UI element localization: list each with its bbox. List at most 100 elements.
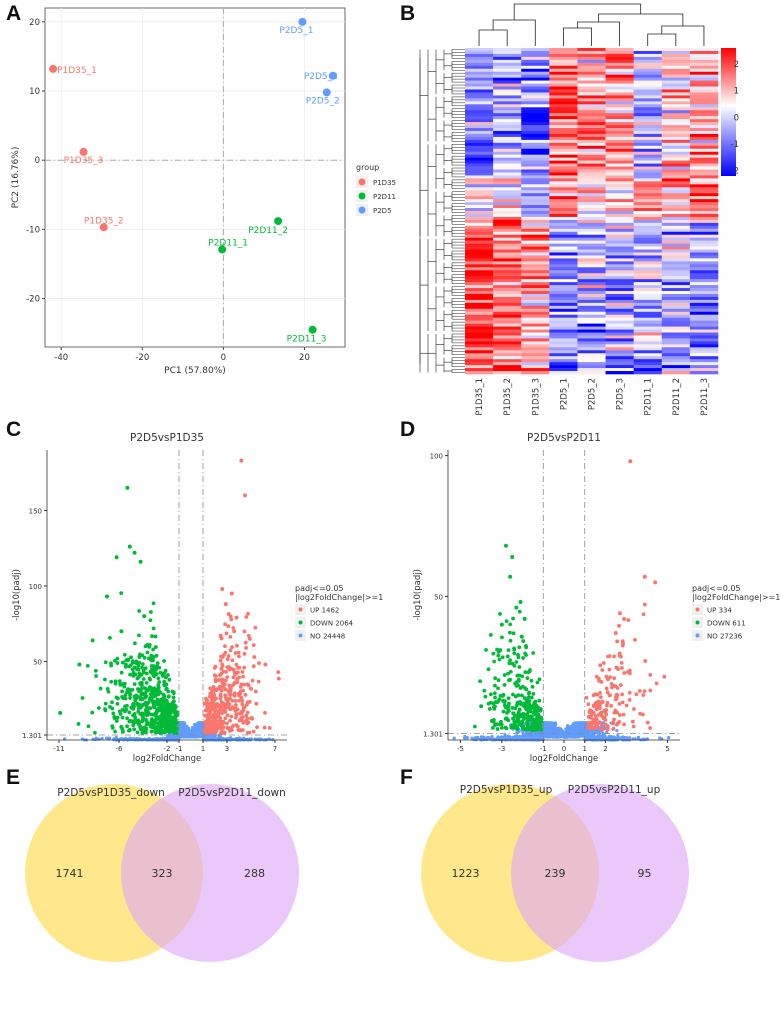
heatmap-cell [605, 139, 634, 144]
volcano1-point-up [233, 708, 238, 713]
heatmap-cell [521, 56, 550, 61]
volcano1-point-up [248, 686, 253, 691]
heatmap-cell [633, 240, 663, 244]
heatmap-cell [689, 264, 719, 268]
heatmap-cell [661, 148, 691, 153]
volcano1-point-down [162, 723, 166, 727]
heatmap-cell [549, 89, 578, 93]
heatmap-cell [521, 71, 550, 75]
volcano1-point-up [230, 698, 235, 703]
heatmap-cell [465, 240, 494, 244]
volcano2-point-no [537, 736, 541, 740]
heatmap-cell [689, 110, 719, 114]
volcano1-point-down [114, 555, 119, 560]
heatmap-cell [465, 139, 494, 144]
heatmap-cell [633, 211, 663, 215]
heatmap-cell [633, 125, 663, 129]
heatmap-cell [689, 293, 719, 298]
volcano1-point-down [145, 650, 150, 655]
volcano1-point-no [268, 737, 272, 741]
volcano1-point-no [161, 736, 165, 740]
heatmap-cell [549, 145, 578, 150]
heatmap-cell [661, 270, 691, 274]
volcano1-point-down [141, 702, 146, 707]
heatmap-cell [465, 116, 494, 120]
heatmap-cell [577, 98, 606, 102]
heatmap-cell [465, 222, 494, 227]
volcano1-point-up [216, 678, 221, 682]
heatmap-cell [549, 231, 578, 236]
heatmap-cell [493, 148, 522, 153]
heatmap-cell [605, 148, 634, 153]
heatmap-cell [633, 89, 663, 93]
heatmap-cell [465, 48, 494, 52]
heatmap-cell [577, 350, 606, 354]
heatmap-cell [661, 202, 691, 206]
heatmap-cell [521, 314, 550, 318]
heatmap-cell [689, 172, 719, 176]
volcano1-point-down [94, 674, 98, 678]
heatmap-cell [633, 107, 663, 111]
heatmap-cell [465, 157, 494, 161]
heatmap-cell [465, 59, 494, 64]
heatmap-cell [689, 119, 719, 123]
heatmap-cell [577, 95, 606, 99]
heatmap-cell [605, 246, 634, 250]
volcano1-point-down [125, 485, 130, 490]
heatmap-cell [465, 285, 494, 289]
pca-point-label: P1D35_1 [57, 66, 97, 76]
heatmap-cell [465, 160, 494, 164]
heatmap-cell [493, 175, 522, 179]
heatmap-cell [661, 246, 691, 250]
volcano2-point-no [550, 726, 554, 730]
heatmap-cell [549, 249, 578, 253]
heatmap-cell [633, 323, 663, 327]
pca-point-label: P2D11_2 [248, 226, 288, 236]
heatmap-cell [689, 160, 719, 164]
heatmap-cell [521, 151, 550, 155]
heatmap-cell [633, 128, 663, 132]
heatmap-cell [661, 107, 691, 111]
heatmap-cell [493, 208, 522, 212]
volcano1-point-down [108, 636, 112, 640]
heatmap-cell [633, 291, 663, 295]
heatmap-column-label: P1D35_2 [503, 378, 513, 416]
heatmap-cell [465, 249, 494, 253]
heatmap-cell [605, 326, 634, 330]
volcano2-point-up [612, 676, 617, 681]
heatmap-cell [549, 362, 578, 366]
heatmap-cell [661, 211, 691, 215]
volcano1-point-up [205, 704, 210, 709]
volcano1-x-tick-label: 7 [273, 745, 277, 753]
heatmap-cell [549, 86, 578, 90]
heatmap-cell [605, 208, 634, 212]
heatmap-cell [493, 338, 522, 342]
volcano1-point-down [149, 664, 154, 668]
heatmap-cell [521, 368, 550, 372]
volcano1-point-up [220, 710, 225, 715]
heatmap-cell [577, 62, 606, 67]
volcano1-point-down [133, 715, 138, 720]
heatmap-cell [689, 130, 719, 135]
heatmap-cell [689, 77, 719, 81]
heatmap-cell [465, 320, 494, 324]
heatmap-cell [549, 133, 578, 138]
heatmap-cell [689, 323, 719, 327]
heatmap-cell [661, 240, 691, 244]
heatmap-cell [661, 216, 691, 221]
heatmap-cell [689, 48, 719, 52]
heatmap-cell [605, 282, 634, 286]
heatmap-cell [661, 172, 691, 176]
heatmap-cell [521, 332, 550, 336]
heatmap-cell [689, 104, 719, 108]
heatmap-cell [577, 128, 606, 132]
heatmap-cell [577, 332, 606, 336]
heatmap-cell [689, 371, 719, 375]
volcano1-point-up [209, 715, 214, 719]
heatmap-cell [577, 125, 606, 129]
heatmap-col-dendrogram [598, 13, 684, 26]
heatmap-cell [521, 356, 550, 360]
volcano1-point-up [223, 716, 228, 721]
heatmap-cell [549, 228, 578, 233]
volcano1-point-down [125, 716, 130, 721]
